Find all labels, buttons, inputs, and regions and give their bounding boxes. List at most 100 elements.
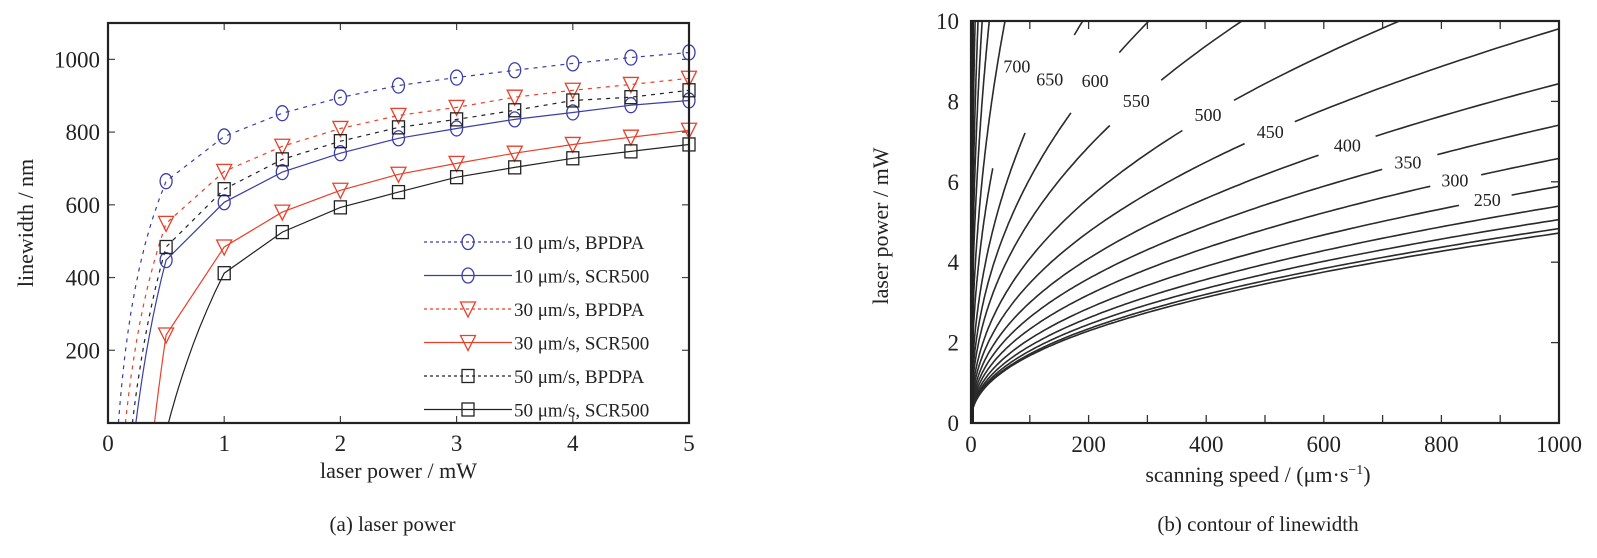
y-tick-label: 1000 bbox=[54, 47, 100, 72]
x-tick-label: 1 bbox=[218, 431, 230, 456]
legend-item: 30 μm/s, SCR500 bbox=[424, 334, 649, 355]
data-point bbox=[566, 55, 580, 72]
contour-line bbox=[1233, 21, 1402, 102]
data-point bbox=[506, 145, 524, 163]
series-5 bbox=[167, 137, 696, 423]
data-point bbox=[508, 111, 522, 128]
series-line bbox=[135, 99, 689, 423]
x-tick-label: 3 bbox=[451, 431, 463, 456]
contour-line bbox=[971, 168, 1383, 423]
panel-a-series bbox=[117, 44, 698, 423]
panel-a-legend: 10 μm/s, BPDPA 10 μm/s, SCR500 30 μm/s, BP… bbox=[424, 233, 649, 422]
contour-label: 350 bbox=[1394, 152, 1421, 172]
y-tick-label: 4 bbox=[948, 250, 960, 275]
contour-line bbox=[971, 218, 1559, 423]
series-line bbox=[117, 51, 689, 423]
data-point bbox=[506, 89, 524, 107]
data-point bbox=[273, 204, 291, 222]
contour-line bbox=[1481, 157, 1559, 176]
data-point bbox=[159, 173, 173, 190]
contour-label: 650 bbox=[1036, 69, 1063, 89]
panel-a-frame bbox=[106, 21, 691, 425]
data-point bbox=[273, 138, 291, 156]
legend-label: 50 μm/s, BPDPA bbox=[514, 367, 645, 388]
contour-line bbox=[1294, 28, 1559, 123]
panel-b-x-axis-label: scanning speed / (μm·s−1) bbox=[1145, 462, 1370, 487]
legend-label: 10 μm/s, SCR500 bbox=[514, 267, 649, 288]
contour-line bbox=[971, 204, 1460, 423]
series-line bbox=[153, 129, 689, 423]
panel-a-y-axis-label: linewidth / nm bbox=[13, 159, 38, 287]
panel-b-caption: (b) contour of linewidth bbox=[1157, 512, 1359, 536]
data-point bbox=[564, 136, 582, 154]
data-point bbox=[275, 163, 289, 181]
data-point bbox=[217, 194, 231, 211]
legend-item: 50 μm/s, BPDPA bbox=[424, 367, 645, 388]
legend-item: 50 μm/s, SCR500 bbox=[424, 401, 649, 422]
panel-b-contour-lines bbox=[971, 21, 1559, 423]
data-point bbox=[449, 112, 464, 127]
data-point bbox=[215, 239, 233, 257]
data-point bbox=[508, 160, 522, 175]
contour-label: 250 bbox=[1474, 190, 1501, 210]
x-tick-label: 2 bbox=[335, 431, 347, 456]
data-point bbox=[217, 266, 231, 281]
series-line bbox=[124, 77, 689, 423]
x-tick-label: 0 bbox=[965, 432, 977, 457]
data-point bbox=[275, 105, 289, 122]
contour-line bbox=[971, 185, 1431, 423]
y-tick-label: 10 bbox=[936, 9, 959, 34]
contour-line bbox=[1437, 124, 1559, 156]
y-tick-label: 600 bbox=[66, 193, 101, 218]
legend-item: 10 μm/s, BPDPA bbox=[424, 233, 645, 254]
x-tick-label: 4 bbox=[567, 431, 579, 456]
data-point bbox=[333, 89, 348, 106]
panel-b-frame bbox=[969, 19, 1561, 425]
data-point bbox=[157, 215, 175, 233]
y-tick-label: 2 bbox=[948, 331, 960, 356]
contour-line bbox=[1118, 21, 1151, 54]
data-point bbox=[333, 134, 348, 149]
x-tick-label: 200 bbox=[1071, 432, 1106, 457]
contour-line bbox=[1511, 185, 1559, 196]
x-tick-label: 5 bbox=[683, 431, 695, 456]
data-point bbox=[157, 327, 175, 345]
contour-line bbox=[1160, 21, 1244, 81]
data-point bbox=[622, 76, 640, 94]
data-point bbox=[331, 120, 349, 138]
data-point bbox=[391, 77, 406, 94]
contour-label: 700 bbox=[1003, 57, 1030, 77]
x-tick-label: 400 bbox=[1189, 432, 1224, 457]
legend-label: 50 μm/s, SCR500 bbox=[514, 401, 649, 422]
data-point bbox=[566, 151, 580, 166]
contour-label: 400 bbox=[1334, 135, 1361, 155]
series-line bbox=[131, 89, 689, 423]
contour-line bbox=[971, 154, 1319, 423]
panel-a-caption: (a) laser power bbox=[330, 512, 456, 536]
data-point bbox=[159, 251, 173, 269]
contour-line bbox=[971, 205, 1559, 423]
series-3 bbox=[153, 122, 698, 423]
x-tick-label: 1000 bbox=[1536, 432, 1582, 457]
data-point bbox=[215, 163, 233, 181]
data-point bbox=[564, 82, 582, 100]
contour-label: 550 bbox=[1123, 91, 1150, 111]
series-2 bbox=[124, 70, 698, 423]
contour-line bbox=[1073, 21, 1084, 36]
data-point bbox=[566, 93, 580, 108]
x-tick-label: 800 bbox=[1424, 432, 1459, 457]
data-point bbox=[448, 155, 466, 173]
legend-label: 10 μm/s, BPDPA bbox=[514, 233, 645, 254]
data-point bbox=[449, 120, 464, 137]
data-point bbox=[391, 120, 406, 135]
y-tick-label: 400 bbox=[66, 266, 101, 291]
legend-marker bbox=[461, 402, 475, 417]
data-point bbox=[622, 129, 640, 147]
data-point bbox=[448, 99, 466, 117]
panel-b-y-axis-label: laser power / mW bbox=[868, 147, 893, 304]
data-point bbox=[624, 144, 638, 159]
x-tick-label: 600 bbox=[1307, 432, 1342, 457]
panel-b-x-axis-label-superscript: −1 bbox=[1348, 463, 1363, 478]
panel-b-ticks: 0 200 400 600 800 1000 0 2 4 6 8 10 bbox=[936, 9, 1582, 457]
